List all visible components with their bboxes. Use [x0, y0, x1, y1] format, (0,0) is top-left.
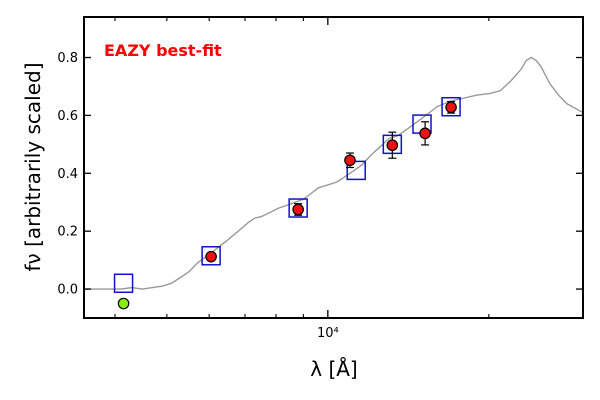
observed-point — [292, 203, 304, 216]
annotation-label: EAZY best-fit — [104, 41, 222, 60]
observed-point — [419, 127, 431, 140]
x-tick-label: 10⁴ — [317, 326, 339, 341]
y-axis-label: fν [arbitrarily scaled] — [21, 63, 45, 272]
sed-line — [84, 56, 583, 290]
points-layer — [117, 100, 457, 310]
model-box — [113, 273, 134, 294]
y-tick-label: 0.6 — [57, 109, 78, 124]
observed-point — [386, 139, 399, 152]
sed-layer — [84, 56, 583, 290]
observed-point — [445, 101, 457, 114]
x-axis-label: λ [Å] — [310, 357, 357, 381]
model-box — [288, 198, 308, 218]
y-tick-label: 0.0 — [57, 283, 78, 298]
low-point — [117, 297, 130, 310]
boxes-layer — [113, 96, 461, 294]
y-tick-label: 0.2 — [57, 225, 78, 240]
model-box — [441, 96, 461, 117]
observed-point — [344, 154, 356, 167]
model-box — [201, 246, 221, 266]
plot-frame — [83, 16, 584, 319]
observed-point — [205, 250, 217, 263]
y-tick-label: 0.4 — [57, 167, 78, 182]
ticks-layer: 0.0 0.2 0.4 0.6 0.8 10⁴ — [57, 16, 584, 341]
y-tick-label: 0.8 — [57, 51, 78, 66]
model-box — [346, 160, 366, 181]
